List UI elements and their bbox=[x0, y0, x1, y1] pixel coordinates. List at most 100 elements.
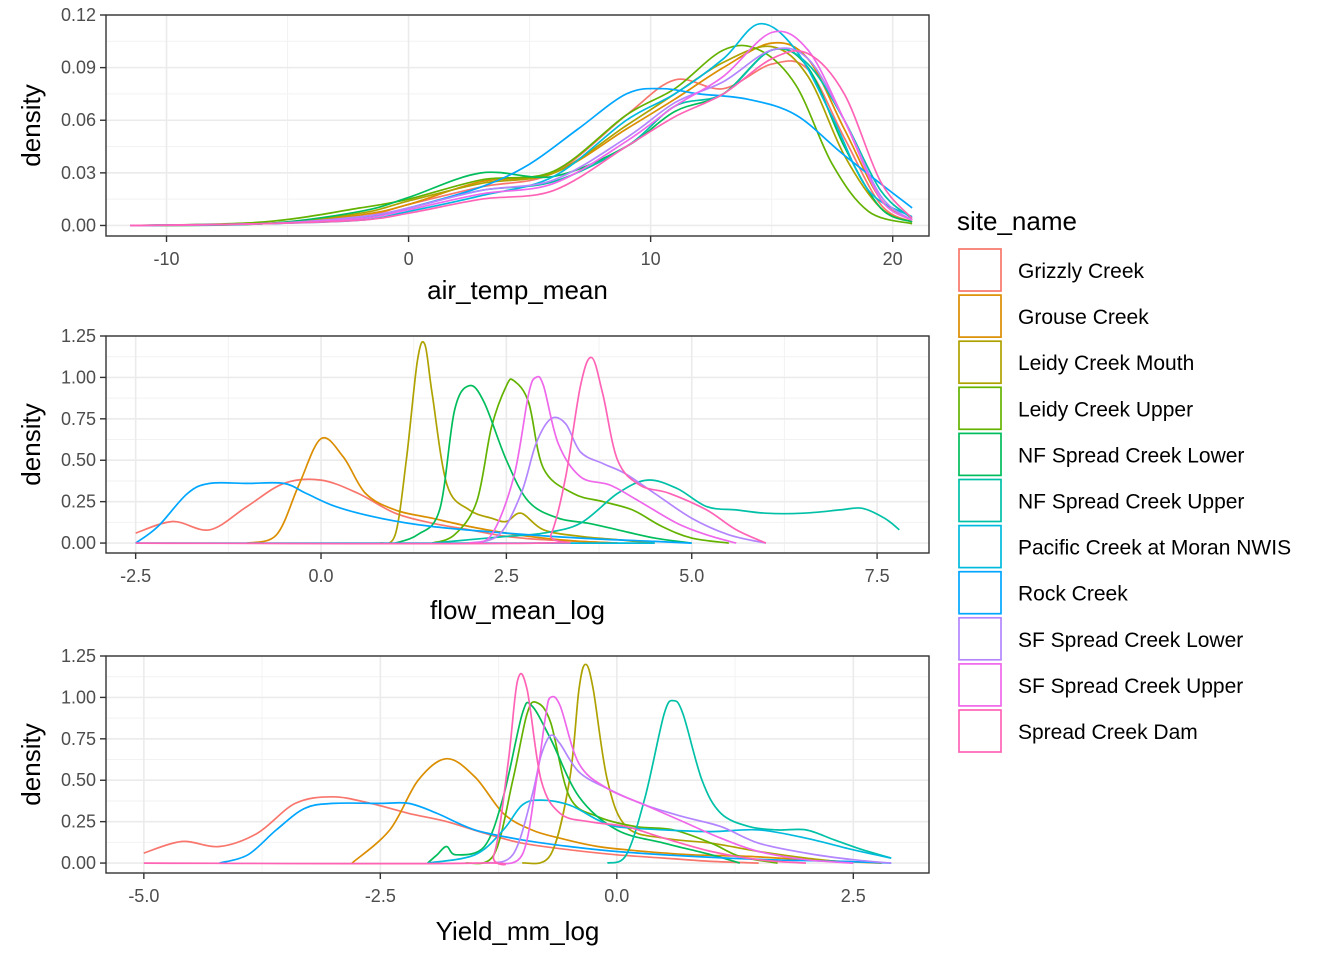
x-tick-label: 2.5 bbox=[494, 566, 519, 586]
density-curve-grizzly-creek bbox=[143, 795, 759, 864]
density-curve-leidy-creek-mouth bbox=[130, 45, 913, 227]
density-curve-grizzly-creek bbox=[135, 478, 618, 544]
legend-label-rock-creek: Rock Creek bbox=[1018, 583, 1128, 606]
x-tick-label: 2.5 bbox=[841, 886, 866, 906]
legend-items: Grizzly Creek Grouse Creek Leidy Creek Mou… bbox=[958, 248, 1291, 753]
yield-plot-border bbox=[105, 655, 930, 874]
density-curve-sf-spread-creek-upper bbox=[493, 695, 854, 865]
legend-label-sf-spread-creek-upper: SF Spread Creek Upper bbox=[1018, 675, 1243, 698]
legend-label-nf-spread-creek-lower: NF Spread Creek Lower bbox=[1018, 444, 1244, 467]
legend-label-grizzly-creek: Grizzly Creek bbox=[1018, 260, 1145, 283]
air-temp-y-axis-title: density bbox=[16, 84, 46, 166]
density-curve-nf-spread-creek-lower bbox=[427, 701, 741, 864]
density-curve-nf-spread-creek-lower bbox=[394, 384, 692, 544]
yield-y-axis-title: density bbox=[16, 723, 46, 805]
y-tick-label: 0.25 bbox=[61, 812, 96, 832]
legend-key-nf-spread-creek-upper bbox=[958, 478, 1002, 523]
legend-label-spread-creek-dam: Spread Creek Dam bbox=[1018, 721, 1198, 744]
air-temp-density-curves bbox=[130, 22, 913, 227]
plot-background bbox=[106, 336, 929, 553]
x-tick-label: -2.5 bbox=[365, 886, 396, 906]
x-tick-label: 0.0 bbox=[309, 566, 334, 586]
y-tick-label: 0.50 bbox=[61, 770, 96, 790]
legend-label-sf-spread-creek-lower: SF Spread Creek Lower bbox=[1018, 629, 1243, 652]
legend-label-grouse-creek: Grouse Creek bbox=[1018, 306, 1149, 329]
y-tick-label: 1.25 bbox=[61, 646, 96, 666]
yield-ticks: -5.0 -2.5 0.0 2.5 0.00 0.25 0.50 0.75 1.00 1.25 bbox=[61, 646, 866, 906]
legend-key-rock-creek bbox=[958, 570, 1002, 615]
density-curve-sf-spread-creek-lower bbox=[469, 416, 767, 544]
flow-density-panel: -2.5 0.0 2.5 5.0 7.5 0.00 0.25 0.50 0.75 1.00 1.25… bbox=[16, 326, 930, 625]
density-curve-spread-creek-dam bbox=[135, 356, 767, 545]
density-curve-leidy-creek-mouth bbox=[379, 340, 655, 545]
x-tick-label: -5.0 bbox=[128, 886, 159, 906]
y-tick-label: 0.03 bbox=[61, 163, 96, 183]
flow-ticks: -2.5 0.0 2.5 5.0 7.5 0.00 0.25 0.50 0.75 1.00 1.25 bbox=[61, 326, 890, 586]
flow-y-axis-title: density bbox=[16, 403, 46, 485]
legend-key-pacific-creek-at-moran-nwis bbox=[958, 524, 1002, 569]
legend-label-leidy-creek-mouth: Leidy Creek Mouth bbox=[1018, 352, 1194, 375]
plot-background bbox=[106, 656, 929, 873]
yield-density-curves bbox=[143, 663, 892, 866]
x-tick-label: 5.0 bbox=[679, 566, 704, 586]
air-temp-x-axis-title: air_temp_mean bbox=[427, 275, 608, 305]
legend-key-leidy-creek-upper bbox=[958, 386, 1002, 431]
density-curve-leidy-creek-upper bbox=[465, 700, 778, 865]
legend-label-pacific-creek-at-moran-nwis: Pacific Creek at Moran NWIS bbox=[1018, 537, 1291, 560]
legend-key-spread-creek-dam bbox=[958, 709, 1002, 753]
y-tick-label: 0.00 bbox=[61, 533, 96, 553]
yield-density-panel: -5.0 -2.5 0.0 2.5 0.00 0.25 0.50 0.75 1.00 1.25 Y… bbox=[16, 646, 930, 946]
y-tick-label: 0.12 bbox=[61, 5, 96, 25]
x-tick-label: 7.5 bbox=[865, 566, 890, 586]
y-tick-label: 1.00 bbox=[61, 367, 96, 387]
flow-gridlines bbox=[106, 335, 929, 553]
y-tick-label: 0.06 bbox=[61, 110, 96, 130]
density-curve-rock-creek bbox=[135, 481, 692, 544]
flow-plot-border bbox=[105, 335, 930, 554]
x-tick-label: -10 bbox=[154, 249, 180, 269]
x-tick-label: 0.0 bbox=[604, 886, 629, 906]
legend-label-nf-spread-creek-upper: NF Spread Creek Upper bbox=[1018, 491, 1244, 514]
x-tick-label: -2.5 bbox=[120, 566, 151, 586]
density-curve-leidy-creek-upper bbox=[431, 378, 729, 544]
legend-key-sf-spread-creek-upper bbox=[958, 663, 1002, 707]
legend-key-grizzly-creek bbox=[958, 248, 1002, 292]
density-curve-spread-creek-dam bbox=[130, 50, 913, 227]
flow-x-axis-title: flow_mean_log bbox=[430, 595, 605, 625]
density-curve-sf-spread-creek-upper bbox=[130, 30, 913, 227]
legend-label-leidy-creek-upper: Leidy Creek Upper bbox=[1018, 398, 1193, 421]
x-tick-label: 20 bbox=[883, 249, 903, 269]
yield-gridlines bbox=[106, 655, 929, 873]
y-tick-label: 1.25 bbox=[61, 326, 96, 346]
air-temp-plot-border bbox=[105, 14, 930, 237]
yield-x-axis-title: Yield_mm_log bbox=[436, 916, 600, 946]
x-tick-label: 10 bbox=[641, 249, 661, 269]
y-tick-label: 0.09 bbox=[61, 58, 96, 78]
density-curve-leidy-creek-upper bbox=[130, 44, 913, 227]
y-tick-label: 0.25 bbox=[61, 492, 96, 512]
density-curve-grouse-creek bbox=[246, 436, 618, 544]
legend-key-nf-spread-creek-lower bbox=[958, 432, 1002, 477]
air-temp-density-panel: -10 0 10 20 0.00 0.03 0.06 0.09 0.12 air_temp_me… bbox=[16, 5, 930, 305]
density-curve-nf-spread-creek-upper bbox=[607, 699, 892, 864]
legend: site_name Grizzly Creek Grouse Creek Leidy… bbox=[957, 206, 1291, 753]
density-curve-sf-spread-creek-upper bbox=[469, 375, 737, 544]
density-curve-grouse-creek bbox=[130, 41, 913, 227]
density-curve-grouse-creek bbox=[351, 757, 882, 864]
y-tick-label: 0.75 bbox=[61, 409, 96, 429]
y-tick-label: 1.00 bbox=[61, 687, 96, 707]
air-temp-ticks: -10 0 10 20 0.00 0.03 0.06 0.09 0.12 bbox=[61, 5, 903, 269]
y-tick-label: 0.50 bbox=[61, 450, 96, 470]
y-tick-label: 0.00 bbox=[61, 215, 96, 235]
density-curve-rock-creek bbox=[219, 801, 892, 864]
legend-key-grouse-creek bbox=[958, 294, 1002, 338]
legend-key-sf-spread-creek-lower bbox=[958, 616, 1002, 661]
legend-key-leidy-creek-mouth bbox=[958, 340, 1002, 385]
y-tick-label: 0.75 bbox=[61, 729, 96, 749]
x-tick-label: 0 bbox=[404, 249, 414, 269]
density-curve-spread-creek-dam bbox=[143, 672, 807, 866]
y-tick-label: 0.00 bbox=[61, 853, 96, 873]
flow-density-curves bbox=[135, 340, 900, 545]
legend-title: site_name bbox=[957, 206, 1077, 236]
